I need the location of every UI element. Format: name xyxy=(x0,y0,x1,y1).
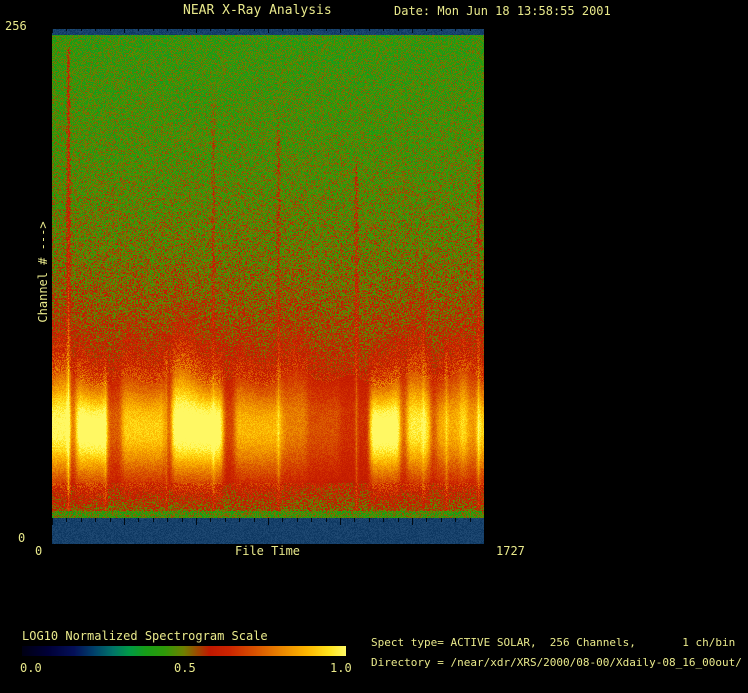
page-title: NEAR X-Ray Analysis xyxy=(183,3,332,18)
y-axis-max-label: 256 xyxy=(5,19,27,33)
colorbar-gradient xyxy=(22,646,346,656)
directory-line: Directory = /near/xdr/XRS/2000/08-00/Xda… xyxy=(371,656,742,669)
date-label: Date: Mon Jun 18 13:58:55 2001 xyxy=(394,4,611,18)
spect-type-line: Spect type= ACTIVE SOLAR, 256 Channels, … xyxy=(371,636,736,649)
colorbar-title: LOG10 Normalized Spectrogram Scale xyxy=(22,629,268,643)
y-axis-title: Channel # ---> xyxy=(36,221,50,323)
colorbar-tick-max: 1.0 xyxy=(330,661,352,675)
y-axis-min-label: 0 xyxy=(18,531,26,545)
x-axis-min-label: 0 xyxy=(35,544,43,558)
colorbar-tick-mid: 0.5 xyxy=(174,661,196,675)
spectrogram-canvas xyxy=(52,29,484,544)
colorbar-tick-min: 0.0 xyxy=(20,661,42,675)
x-axis-title: File Time xyxy=(235,544,301,558)
x-axis-max-label: 1727 xyxy=(496,544,525,558)
